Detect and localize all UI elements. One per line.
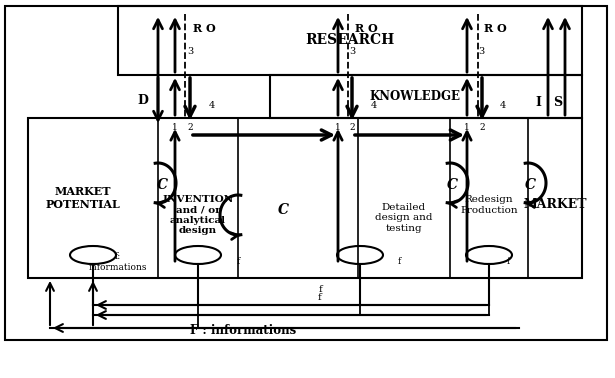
- Text: R O: R O: [483, 23, 506, 34]
- Text: C: C: [446, 178, 458, 192]
- Text: 3: 3: [349, 48, 355, 56]
- Text: MARKET: MARKET: [523, 198, 587, 212]
- Text: D: D: [138, 93, 148, 107]
- Text: 1: 1: [464, 124, 470, 133]
- Text: C: C: [525, 178, 536, 192]
- Text: 1: 1: [335, 124, 341, 133]
- Bar: [28, 118, 582, 278]
- Text: C: C: [277, 203, 288, 217]
- Text: C: C: [156, 178, 167, 192]
- Text: f: f: [506, 257, 510, 266]
- Bar: [118, 6, 582, 75]
- Text: 4: 4: [371, 101, 377, 110]
- Bar: [270, 75, 582, 118]
- Text: RESEARCH: RESEARCH: [306, 33, 395, 47]
- Text: 3: 3: [187, 48, 193, 56]
- Text: F : informations: F : informations: [190, 324, 296, 336]
- Text: R O: R O: [192, 23, 215, 34]
- Text: R O: R O: [355, 23, 378, 34]
- Text: 2: 2: [479, 124, 485, 133]
- Text: I: I: [535, 96, 541, 108]
- Text: 2: 2: [187, 124, 193, 133]
- Text: f: f: [236, 257, 240, 266]
- Bar: [5, 6, 607, 340]
- Text: INVENTION
and / or
analytical
design: INVENTION and / or analytical design: [162, 195, 234, 235]
- Text: MARKET
POTENTIAL: MARKET POTENTIAL: [46, 186, 121, 210]
- Text: 4: 4: [209, 101, 215, 110]
- Text: 4: 4: [500, 101, 506, 110]
- Text: S: S: [554, 96, 563, 108]
- Text: 3: 3: [478, 48, 484, 56]
- Text: f: f: [318, 293, 322, 302]
- Text: f: f: [318, 285, 322, 294]
- Text: 2: 2: [349, 124, 355, 133]
- Text: f:
informations: f: informations: [89, 252, 147, 272]
- Text: 1: 1: [172, 124, 178, 133]
- Text: Detailed
design and
testing: Detailed design and testing: [375, 203, 433, 233]
- Text: f: f: [397, 257, 400, 266]
- Text: Redesign
Production: Redesign Production: [460, 195, 518, 215]
- Text: KNOWLEDGE: KNOWLEDGE: [370, 90, 461, 102]
